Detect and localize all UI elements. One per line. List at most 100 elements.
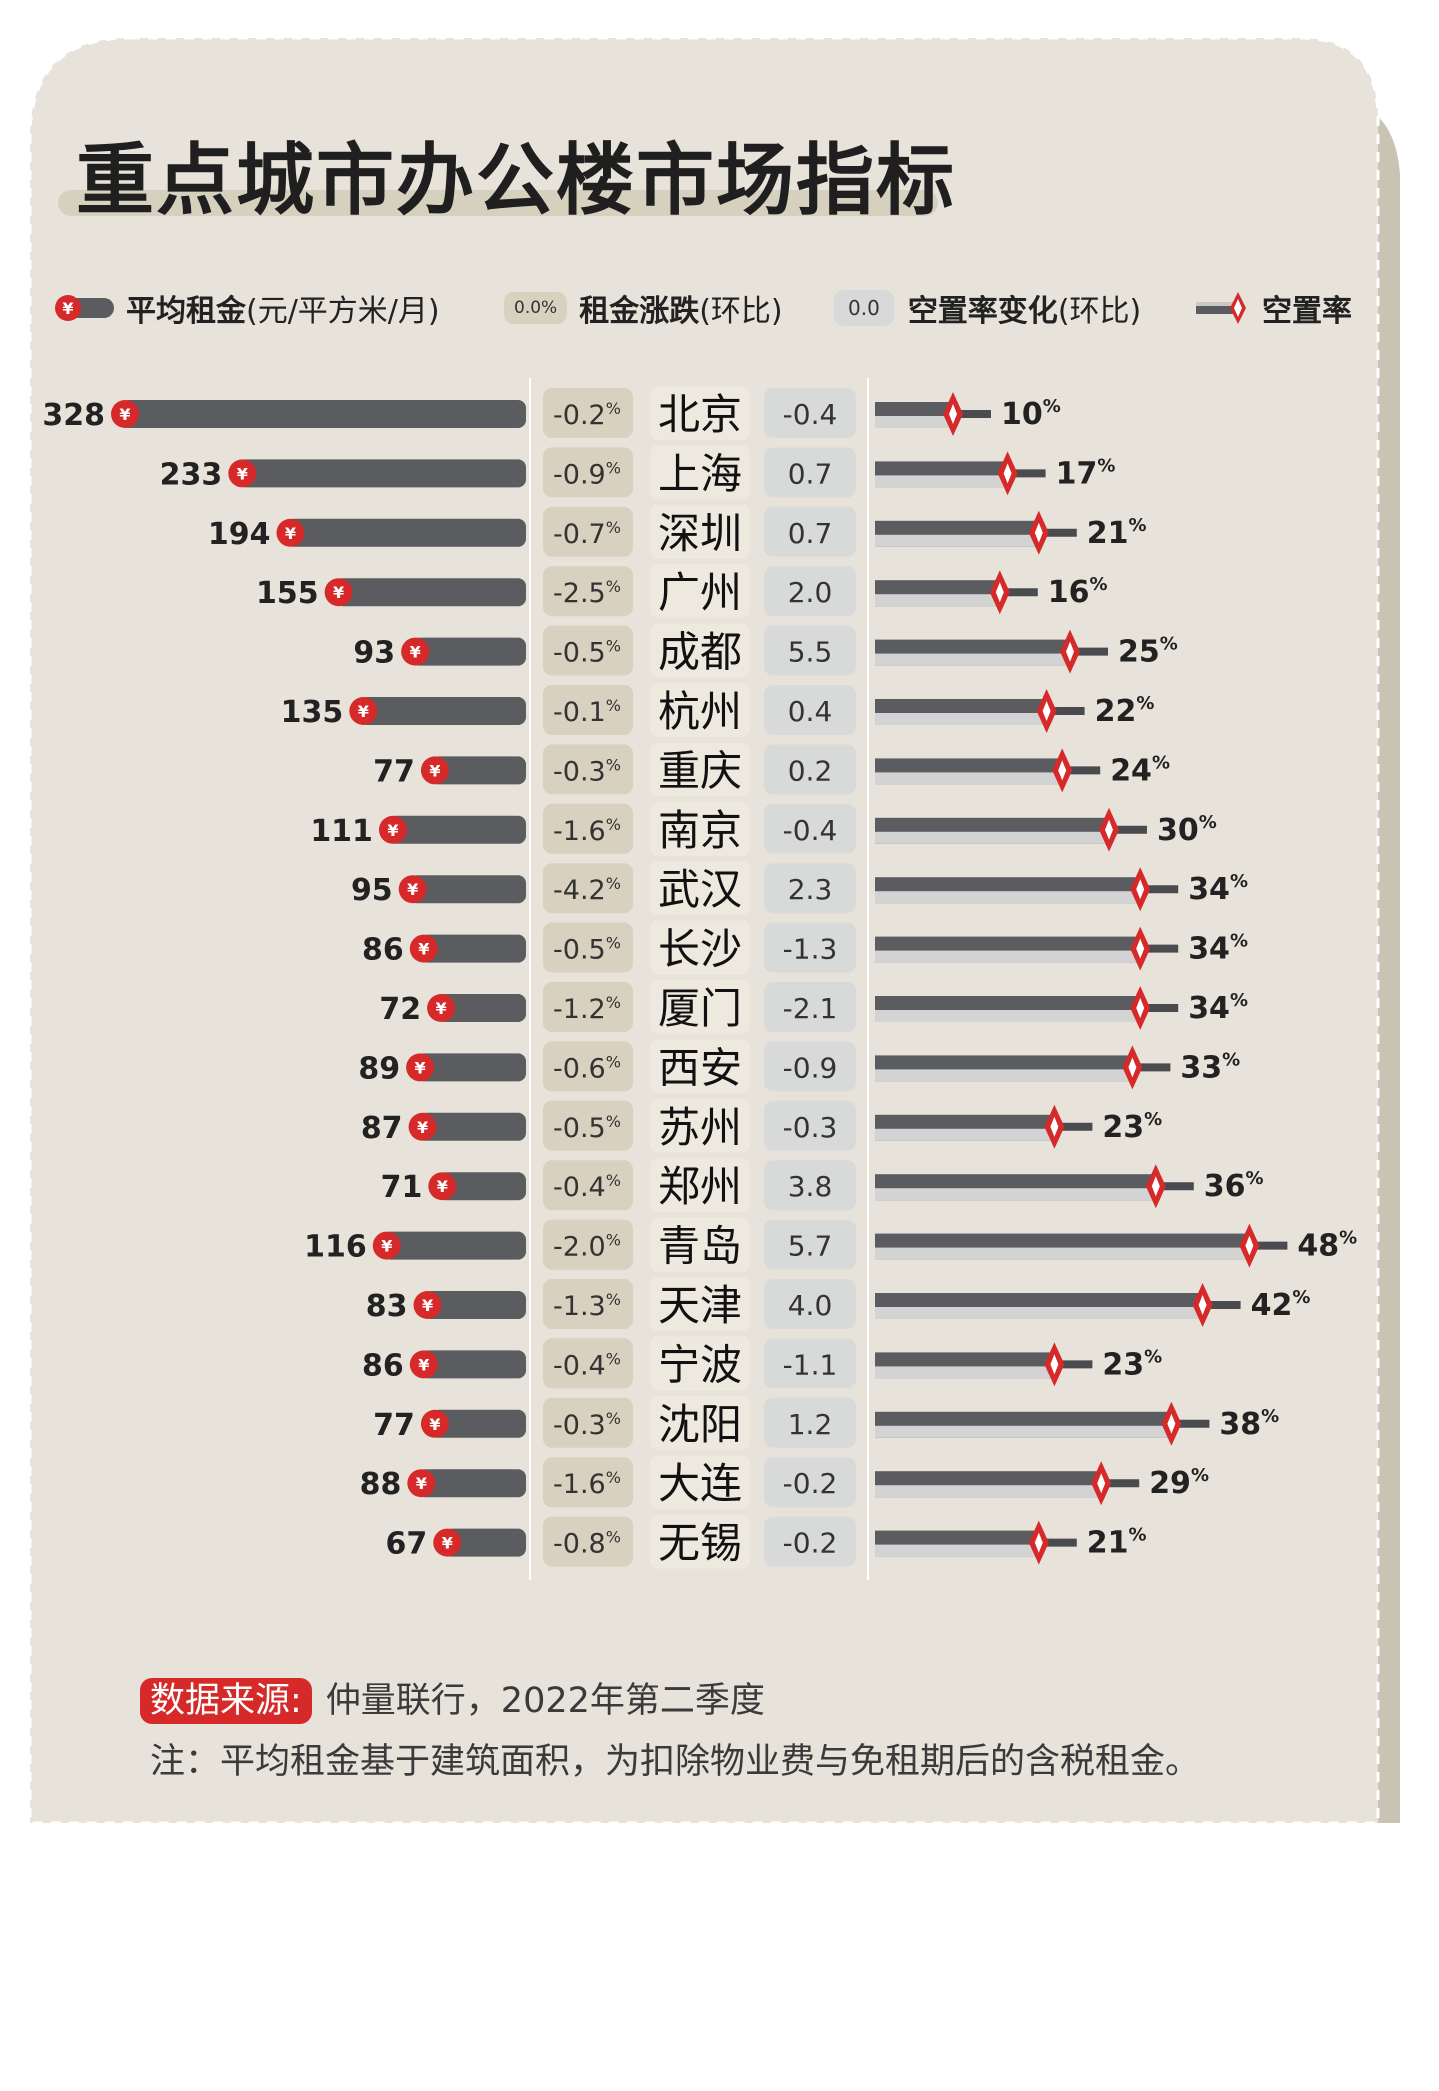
rent-change-pill	[543, 388, 633, 438]
rent-bar	[388, 815, 526, 844]
vacancy-change-pill	[764, 1041, 856, 1092]
yuan-symbol: ¥	[387, 821, 398, 840]
yuan-badge-icon	[401, 637, 430, 666]
table-row: ¥93 -0.5% 成都 5.5 25%	[353, 623, 1178, 678]
city-name: 无锡	[658, 1519, 742, 1568]
legend-vacancy: 空置率	[1194, 288, 1352, 329]
yuan-symbol: ¥	[429, 761, 440, 780]
rent-value: 67	[386, 1527, 428, 1562]
yuan-badge-icon	[276, 518, 305, 547]
rent-bar	[416, 1053, 526, 1082]
rent-change-pill	[543, 1160, 633, 1211]
table-row: ¥135 -0.1% 杭州 0.4 22%	[281, 683, 1154, 737]
table-row: ¥88 -1.6% 大连 -0.2 29%	[360, 1455, 1209, 1510]
rent-change-value: -0.6%	[553, 1052, 621, 1084]
city-pill	[650, 683, 750, 737]
yuan-symbol: ¥	[285, 524, 296, 543]
vacancy-change-pill	[764, 1457, 856, 1508]
city-name: 重庆	[658, 746, 742, 795]
vacancy-value: 48%	[1297, 1228, 1357, 1264]
vacancy-change-pill	[764, 1516, 856, 1567]
city-name: 广州	[658, 568, 742, 617]
vacancy-change-value: 0.4	[788, 695, 833, 728]
city-name: 上海	[658, 449, 742, 498]
vacancy-change-pill	[764, 1100, 856, 1151]
yuan-symbol: ¥	[416, 1474, 427, 1493]
yuan-badge-icon	[228, 459, 257, 488]
vacancy-change-value: 2.0	[788, 576, 833, 609]
source-label: 数据来源:	[140, 1678, 312, 1724]
rent-value: 135	[281, 695, 344, 730]
bottom-whitespace	[0, 1823, 1439, 2091]
legend-rent-change-note: (环比)	[699, 294, 783, 329]
vacancy-change-value: -0.3	[783, 1111, 838, 1144]
table-row: ¥77 -0.3% 重庆 0.2 24%	[373, 742, 1170, 797]
rent-value: 111	[310, 814, 373, 849]
rent-value: 86	[362, 1348, 404, 1383]
source-line: 数据来源: 仲量联行，2022年第二季度	[140, 1672, 765, 1724]
rent-change-pill	[543, 1219, 633, 1270]
city-pill	[650, 1395, 750, 1450]
vacancy-value: 36%	[1204, 1168, 1264, 1204]
rent-bar	[121, 400, 526, 428]
vacancy-bar-shade	[875, 713, 1047, 725]
vacancy-pointer	[1179, 1419, 1210, 1428]
yuan-badge-icon	[398, 875, 427, 904]
vacancy-pointer	[1148, 944, 1179, 953]
vacancy-marker-inner	[1058, 760, 1067, 781]
city-pill	[650, 861, 750, 916]
table-row: ¥77 -0.3% 沈阳 1.2 38%	[373, 1395, 1279, 1450]
rent-value: 194	[208, 517, 271, 552]
vacancy-marker-inner	[1042, 701, 1051, 721]
table-row: ¥95 -4.2% 武汉 2.3 34%	[351, 861, 1248, 916]
rent-change-pill	[543, 1338, 633, 1389]
vacancy-value: 30%	[1157, 812, 1217, 848]
yuan-symbol: ¥	[381, 1237, 392, 1256]
vacancy-pointer	[961, 410, 991, 418]
vacancy-pointer	[1062, 1360, 1093, 1369]
yuan-symbol: ¥	[237, 464, 248, 483]
vacancy-change-value: -0.9	[783, 1051, 838, 1084]
table-row: ¥155 -2.5% 广州 2.0 16%	[256, 564, 1108, 619]
rent-value: 72	[379, 992, 421, 1027]
vacancy-bar-shade	[875, 1128, 1055, 1141]
vacancy-marker-inner	[1136, 879, 1145, 900]
vacancy-pointer	[1015, 469, 1046, 478]
table-row: ¥86 -0.5% 长沙 -1.3 34%	[362, 920, 1248, 975]
vacancy-pointer	[1148, 885, 1179, 894]
rent-change-value: -0.4%	[553, 1171, 621, 1203]
vacancy-marker-inner	[995, 582, 1004, 603]
rent-bar	[430, 1409, 526, 1438]
rent-change-pill	[543, 803, 633, 854]
city-pill	[650, 564, 750, 619]
city-pill	[650, 1336, 750, 1391]
yuan-badge-icon	[420, 756, 449, 785]
vacancy-change-pill	[764, 506, 856, 557]
vacancy-pointer	[1046, 1538, 1077, 1547]
rent-value: 233	[160, 457, 223, 492]
vacancy-change-pill	[764, 625, 856, 676]
yuan-symbol: ¥	[442, 1534, 453, 1553]
rent-value: 116	[304, 1230, 367, 1265]
vacancy-pointer	[1140, 1063, 1171, 1072]
vacancy-pointer	[1117, 825, 1147, 834]
footnote: 注：平均租金基于建筑面积，为扣除物业费与免租期后的含税租金。	[150, 1742, 1201, 1782]
vacancy-value: 24%	[1110, 752, 1170, 788]
rent-change-pill	[543, 982, 633, 1032]
rent-bar	[430, 756, 526, 785]
yuan-badge-icon	[433, 1528, 462, 1557]
yuan-symbol: ¥	[418, 940, 429, 959]
vacancy-change-pill	[764, 1219, 856, 1270]
vacancy-change-value: -0.4	[783, 398, 838, 431]
yuan-symbol: ¥	[415, 1058, 426, 1077]
vacancy-pointer	[1257, 1241, 1288, 1250]
svg-text:¥: ¥	[62, 299, 73, 318]
rent-change-pill	[543, 1041, 633, 1092]
rent-value: 95	[351, 873, 393, 908]
city-name: 长沙	[658, 925, 742, 974]
city-name: 宁波	[658, 1340, 742, 1389]
vacancy-value: 23%	[1102, 1346, 1162, 1382]
rent-bar	[423, 1291, 526, 1319]
city-name: 天津	[658, 1281, 742, 1330]
